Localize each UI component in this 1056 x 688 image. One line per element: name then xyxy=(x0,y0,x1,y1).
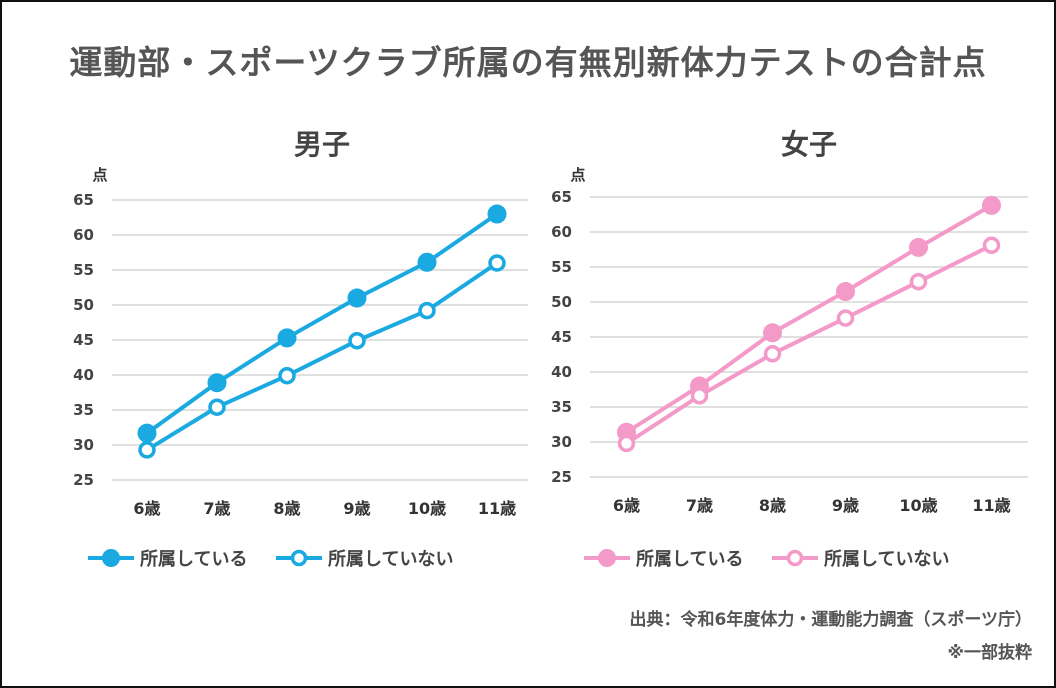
x-tick-label: 11歳 xyxy=(478,499,516,518)
y-tick-label: 50 xyxy=(551,293,572,311)
legend-marker xyxy=(290,549,308,567)
y-tick-label: 25 xyxy=(551,468,572,486)
y-tick-label: 65 xyxy=(551,188,572,206)
y-tick-label: 50 xyxy=(73,296,94,314)
main-title: 運動部・スポーツクラブ所属の有無別新体力テストの合計点 xyxy=(69,43,987,82)
x-tick-label: 6歳 xyxy=(613,496,640,515)
y-axis-unit-label: 点 xyxy=(92,166,107,184)
legend-label: 所属していない xyxy=(328,549,453,570)
data-point xyxy=(488,254,506,272)
x-tick-label: 11歳 xyxy=(972,496,1010,515)
y-tick-label: 25 xyxy=(73,471,94,489)
x-tick-label: 9歳 xyxy=(343,499,370,518)
data-point xyxy=(487,204,507,224)
y-tick-label: 45 xyxy=(73,331,94,349)
y-tick-label: 35 xyxy=(73,401,94,419)
data-point xyxy=(909,272,928,291)
legend-marker xyxy=(102,549,120,567)
chart-female: 女子点 25 30 35 40 45 50 55 60 65 6歳 7歳 8歳 9歳 10歳 11歳所属してい… xyxy=(551,128,1028,570)
data-point xyxy=(277,328,297,348)
data-point xyxy=(836,282,855,301)
y-tick-label: 60 xyxy=(73,226,94,244)
data-point xyxy=(208,398,226,416)
legend-label: 所属している xyxy=(636,549,743,570)
source-text: 出典：令和6年度体力・運動能力調査（スポーツ庁） xyxy=(629,610,1033,630)
data-point xyxy=(418,301,436,320)
chart-title: 女子 xyxy=(781,128,837,161)
legend-marker xyxy=(786,549,804,567)
y-tick-label: 40 xyxy=(73,366,94,384)
y-tick-label: 30 xyxy=(551,433,572,451)
data-point xyxy=(138,441,156,459)
chart-male: 男子点 25 30 35 40 45 50 55 60 65 6歳 7歳 8歳 9歳 10歳 11歳所属してい… xyxy=(73,128,528,570)
data-point xyxy=(347,288,367,308)
data-point xyxy=(982,236,1001,255)
x-tick-label: 7歳 xyxy=(686,496,713,515)
data-point xyxy=(836,309,855,327)
y-tick-label: 30 xyxy=(73,436,94,454)
y-tick-label: 55 xyxy=(551,258,572,276)
legend-label: 所属している xyxy=(140,549,247,570)
series-line xyxy=(625,203,993,434)
note-text: ※一部抜粋 xyxy=(947,643,1032,663)
data-point xyxy=(763,323,782,343)
chart-title: 男子 xyxy=(294,128,350,161)
legend-label: 所属していない xyxy=(824,549,949,570)
y-tick-label: 40 xyxy=(551,363,572,381)
legend-marker xyxy=(598,549,616,567)
x-tick-label: 8歳 xyxy=(759,496,786,515)
data-point xyxy=(617,434,636,453)
series-line xyxy=(145,212,499,435)
x-tick-label: 10歳 xyxy=(899,496,937,515)
data-point xyxy=(137,423,157,443)
data-point xyxy=(909,237,928,257)
y-tick-label: 65 xyxy=(73,191,94,209)
y-tick-label: 55 xyxy=(73,261,94,279)
x-tick-label: 10歳 xyxy=(408,499,446,518)
data-point xyxy=(417,252,437,272)
y-tick-label: 45 xyxy=(551,328,572,346)
x-tick-label: 6歳 xyxy=(133,499,160,518)
data-point xyxy=(207,373,227,393)
x-tick-label: 8歳 xyxy=(273,499,300,518)
y-axis-unit-label: 点 xyxy=(570,166,585,184)
series-line xyxy=(625,243,993,446)
data-point xyxy=(278,366,296,385)
y-tick-label: 60 xyxy=(551,223,572,241)
series-line xyxy=(145,261,499,452)
data-point xyxy=(348,331,366,350)
y-tick-label: 35 xyxy=(551,398,572,416)
x-tick-label: 9歳 xyxy=(832,496,859,515)
data-point xyxy=(690,387,709,405)
x-tick-label: 7歳 xyxy=(203,499,230,518)
data-point xyxy=(763,345,782,363)
data-point xyxy=(982,195,1001,215)
